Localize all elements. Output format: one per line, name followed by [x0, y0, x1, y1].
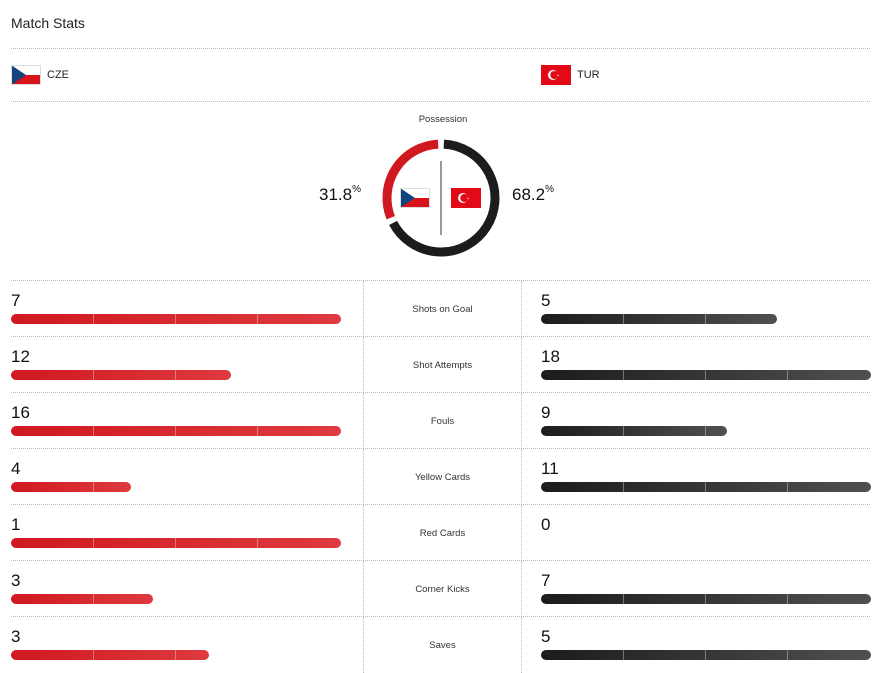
home-stat-bar — [11, 370, 231, 380]
home-team: CZE — [11, 65, 69, 85]
away-team: TUR — [541, 65, 600, 85]
stat-label: Red Cards — [363, 505, 522, 561]
away-stat-bar — [541, 594, 871, 604]
divider — [11, 560, 870, 561]
away-stat-value: 5 — [541, 627, 551, 646]
away-team-abbr: TUR — [577, 69, 600, 81]
home-stat-bar — [11, 538, 341, 548]
home-stat-bar — [11, 426, 341, 436]
away-possession-number: 68.2 — [512, 185, 546, 204]
stat-label: Fouls — [363, 393, 522, 449]
away-stat-bar — [541, 426, 727, 436]
away-stat-value: 9 — [541, 403, 551, 422]
away-possession-value: 68.2% — [512, 184, 554, 205]
divider — [11, 504, 870, 505]
percent-unit: % — [352, 184, 361, 195]
away-stat-value: 7 — [541, 571, 551, 590]
away-stat-bar — [541, 370, 871, 380]
divider — [11, 392, 870, 393]
stat-row: 3 Saves 5 — [11, 617, 871, 673]
divider — [11, 280, 870, 281]
home-stat-bar — [11, 482, 131, 492]
divider — [11, 336, 870, 337]
home-stat-value: 3 — [11, 571, 21, 590]
turkey-flag-icon — [541, 65, 571, 85]
home-possession-arc — [382, 139, 439, 220]
home-stat-value: 1 — [11, 515, 21, 534]
home-possession-value: 31.8% — [319, 184, 361, 205]
stat-row: 1 Red Cards 0 — [11, 505, 870, 561]
stat-row: 3 Corner Kicks 7 — [11, 561, 871, 617]
away-stat-bar — [541, 314, 777, 324]
home-team-abbr: CZE — [47, 69, 69, 81]
home-stat-value: 16 — [11, 403, 30, 422]
possession-donut-chart — [382, 139, 500, 257]
home-stat-value: 12 — [11, 347, 30, 366]
stat-row: 12 Shot Attempts 18 — [11, 337, 871, 393]
home-stat-value: 4 — [11, 459, 21, 478]
divider — [11, 616, 870, 617]
stat-row: 16 Fouls 9 — [11, 393, 870, 449]
home-stat-value: 7 — [11, 291, 21, 310]
stat-label: Shot Attempts — [363, 337, 522, 393]
divider — [11, 101, 870, 102]
divider — [11, 48, 870, 49]
away-possession-arc — [389, 139, 500, 257]
home-stat-bar — [11, 314, 341, 324]
stat-label: Saves — [363, 617, 522, 673]
czech-flag-icon — [400, 188, 430, 208]
stat-label: Yellow Cards — [363, 449, 522, 505]
away-stat-value: 5 — [541, 291, 551, 310]
divider — [11, 448, 870, 449]
match-stats-title: Match Stats — [11, 15, 85, 31]
stat-label: Shots on Goal — [363, 281, 522, 337]
home-possession-number: 31.8 — [319, 185, 353, 204]
stat-row: 4 Yellow Cards 11 — [11, 449, 871, 505]
away-stat-value: 0 — [541, 515, 551, 534]
home-stat-bar — [11, 650, 209, 660]
home-stat-bar — [11, 594, 153, 604]
away-stat-value: 11 — [541, 459, 559, 478]
away-stat-value: 18 — [541, 347, 560, 366]
stat-row: 7 Shots on Goal 5 — [11, 281, 870, 337]
away-stat-bar — [541, 482, 871, 492]
away-stat-bar — [541, 650, 871, 660]
stat-label: Corner Kicks — [363, 561, 522, 617]
possession-label: Possession — [418, 114, 468, 125]
turkey-flag-icon — [451, 188, 481, 208]
czech-flag-icon — [11, 65, 41, 85]
percent-unit: % — [545, 184, 554, 195]
home-stat-value: 3 — [11, 627, 21, 646]
